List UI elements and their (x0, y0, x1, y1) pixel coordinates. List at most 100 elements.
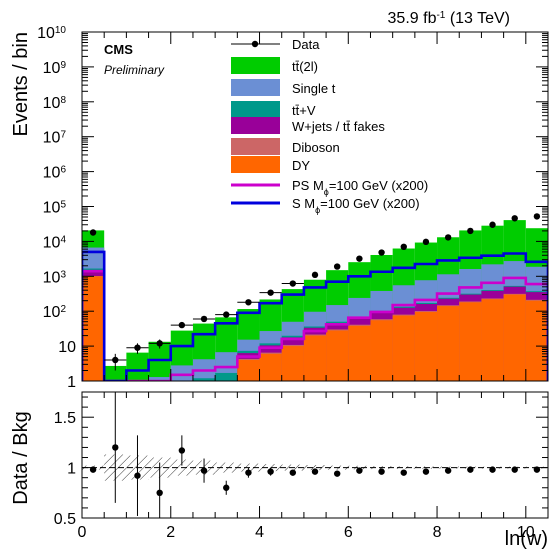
y-tick-exponent: 8 (60, 94, 66, 105)
cms-label: CMS (104, 42, 133, 57)
y-tick-exponent: 4 (60, 234, 66, 245)
bar-dy-18 (481, 299, 504, 381)
legend-entry-data: Data (231, 37, 320, 52)
bar-dy-10 (303, 335, 327, 381)
y-tick-base: 10 (43, 165, 61, 182)
ratio-point-13 (378, 468, 385, 475)
x-tick-label: 2 (166, 524, 175, 541)
main-x-ticks (81, 32, 549, 381)
legend-label-ps: PS Mϕ=100 GeV (x200) (292, 178, 428, 197)
bar-dy-14 (392, 315, 415, 381)
y-tick-label: 1010 (37, 25, 66, 43)
data-point-10 (311, 271, 319, 279)
data-point-15 (422, 238, 430, 246)
bar-dy-19 (503, 294, 526, 381)
x-tick-label: 6 (344, 524, 353, 541)
legend-swatch-ttv (231, 101, 280, 118)
data-point-4 (178, 321, 186, 329)
y-tick-base: 10 (43, 130, 61, 147)
ratio-point-12 (356, 467, 363, 474)
legend-entry-ttbar: tt̄(2l) (231, 57, 318, 74)
ratio-y-tick-label: 0.5 (54, 511, 76, 528)
bar-dy-8 (259, 353, 282, 381)
data-point-14 (400, 243, 407, 251)
ratio-syst-band-10 (303, 465, 327, 471)
bar-dy-17 (459, 302, 482, 381)
y-tick-base: 10 (58, 339, 76, 356)
data-point-20 (533, 213, 541, 220)
ratio-y-tick-label: 1.5 (54, 410, 76, 427)
ratio-point-5 (200, 467, 208, 474)
y-tick-label: 104 (43, 234, 67, 252)
x-tick-label: 4 (255, 524, 264, 541)
y-tick-base: 10 (43, 269, 61, 286)
data-point-17 (467, 227, 474, 235)
ratio-point-4 (178, 447, 186, 454)
y-axis-title: Events / bin (10, 32, 32, 137)
data-point-12 (356, 255, 363, 262)
x-tick-label: 10 (517, 524, 535, 541)
data-point-8 (267, 289, 274, 296)
ratio-plot-frame (81, 391, 549, 519)
ratio-point-11 (333, 470, 341, 477)
y-tick-exponent: 10 (55, 25, 67, 36)
bar-dy-12 (348, 325, 371, 381)
ratio-point-6 (223, 484, 230, 491)
ratio-point-18 (489, 466, 496, 473)
legend-label-dy: DY (292, 158, 310, 173)
legend-swatch-fakes (231, 117, 280, 134)
y-tick-label: 10 (58, 339, 76, 356)
y-tick-label: 103 (43, 269, 67, 287)
legend-entry-ttv: tt̄+V (231, 101, 316, 118)
legend-entry-diboson: Diboson (231, 138, 340, 155)
data-point-7 (245, 299, 252, 306)
y-tick-exponent: 2 (60, 304, 66, 315)
y-tick-base: 10 (43, 234, 61, 251)
x-tick-label: 8 (433, 524, 442, 541)
data-point-1 (112, 356, 119, 364)
ratio-point-17 (467, 466, 474, 473)
legend-entry-fakes: W+jets / tt̄ fakes (231, 117, 385, 134)
lumi-label: 35.9 fb-1 (13 TeV) (388, 10, 510, 28)
ratio-ticks: 0.5 1 1.5 0 2 4 6 8 10 (54, 392, 549, 541)
bar-dy-15 (414, 311, 438, 381)
data-point-16 (444, 234, 452, 241)
legend-swatch-ttbar (231, 57, 280, 74)
legend-entry-ps: PS Mϕ=100 GeV (x200) (231, 178, 428, 197)
data-point-2 (134, 344, 141, 351)
bar-dy-9 (281, 346, 304, 381)
legend-label-s: S Mϕ=100 GeV (x200) (292, 196, 420, 215)
y-tick-base: 1 (67, 374, 76, 391)
legend-entry-single-t: Single t (231, 79, 336, 96)
preliminary-label: Preliminary (104, 63, 165, 77)
bar-dy-0 (82, 276, 105, 381)
data-point-9 (289, 280, 297, 287)
y-tick-label: 1 (67, 374, 76, 391)
ratio-point-15 (422, 468, 430, 475)
ratio-point-10 (311, 468, 319, 475)
ratio-y-axis-title: Data / Bkg (10, 411, 32, 504)
legend-swatch-single-t (231, 79, 280, 96)
ratio-plot: 0.5 1 1.5 0 2 4 6 8 10 Data / Bkg ln(w) (10, 391, 549, 550)
legend-entry-dy: DY (231, 156, 310, 173)
data-point-18 (489, 221, 496, 228)
y-tick-label: 106 (43, 164, 67, 182)
legend-entry-s: S Mϕ=100 GeV (x200) (231, 196, 420, 215)
y-tick-label: 105 (43, 199, 67, 217)
data-point-11 (333, 263, 341, 270)
bar-dy-16 (437, 306, 460, 381)
ratio-point-7 (245, 469, 252, 476)
ratio-layer (82, 392, 548, 518)
bar-dy-7 (237, 359, 260, 381)
bar-ttbar-1 (104, 365, 127, 381)
legend-label-data: Data (292, 37, 320, 52)
legend-label-single-t: Single t (292, 81, 336, 96)
y-tick-base: 10 (43, 304, 61, 321)
data-point-13 (378, 249, 385, 256)
bar-single_t-4 (170, 365, 193, 381)
bar-dy-13 (370, 320, 393, 381)
stack-layer (82, 220, 548, 381)
ratio-point-19 (511, 466, 518, 473)
